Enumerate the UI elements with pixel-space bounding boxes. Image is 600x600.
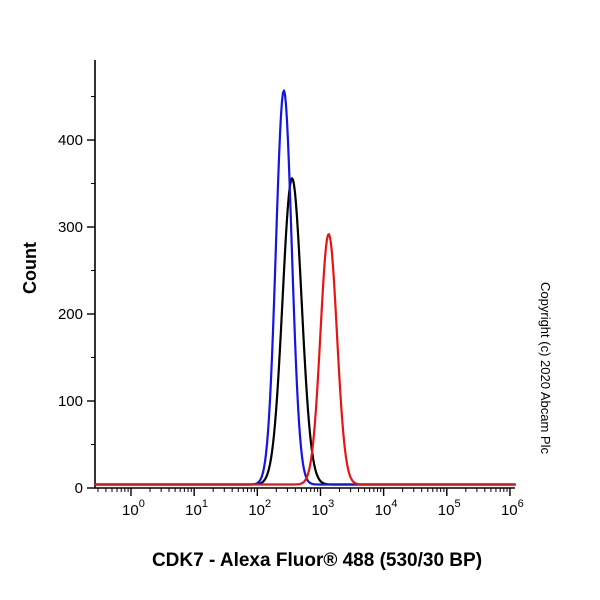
y-tick-label: 200: [58, 306, 83, 323]
x-axis-label: CDK7 - Alexa Fluor® 488 (530/30 BP): [152, 550, 482, 571]
y-tick-label: 100: [58, 393, 83, 410]
x-tick-label: 101: [185, 498, 208, 519]
y-tick-label: 0: [75, 480, 83, 497]
copyright-text: Copyright (c) 2020 Abcam Plc: [538, 282, 553, 454]
axes: 100 101 102 103 104 105 106 0 100 200 300 400: [58, 60, 524, 519]
y-tick-label: 400: [58, 132, 83, 149]
y-tick-label: 300: [58, 219, 83, 236]
series-red-curve: [93, 233, 517, 486]
curves: [93, 89, 517, 486]
x-tick-label: 103: [311, 498, 334, 519]
x-tick-label: 105: [438, 498, 461, 519]
series-black-curve: [93, 177, 517, 486]
x-tick-label: 106: [501, 498, 524, 519]
axis-lines: [94, 60, 515, 489]
x-tick-label: 100: [122, 498, 145, 519]
series-blue-curve: [93, 89, 517, 486]
x-tick-label: 102: [248, 498, 271, 519]
x-tick-label: 104: [375, 498, 398, 519]
y-axis-label: Count: [20, 242, 40, 294]
